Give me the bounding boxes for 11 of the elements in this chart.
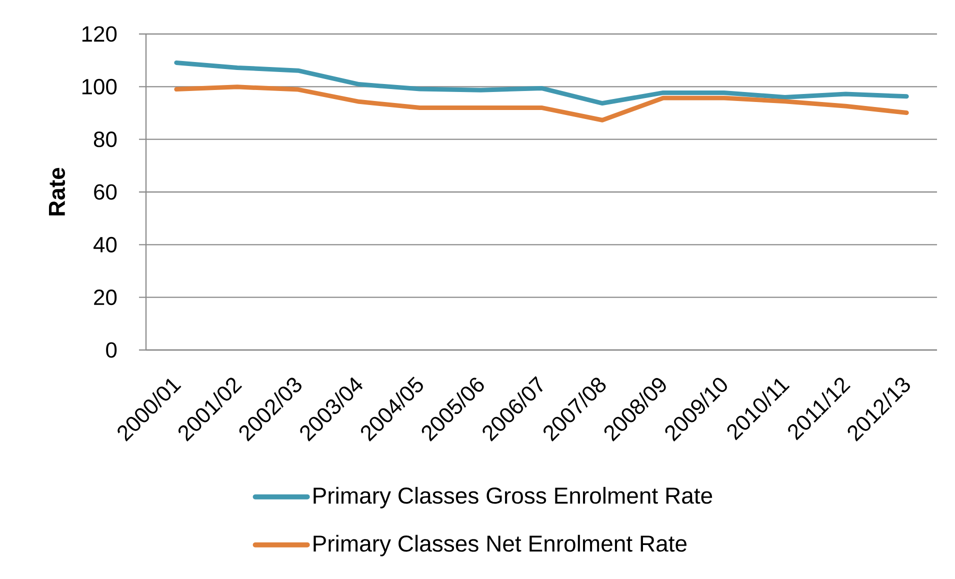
y-tick-label: 100 <box>82 78 117 94</box>
legend-label: Primary Classes Gross Enrolment Rate <box>314 486 712 508</box>
legend-label: Primary Classes Net Enrolment Rate <box>314 534 687 556</box>
y-tick-label: 40 <box>93 236 117 252</box>
y-tick-label: 0 <box>106 342 117 358</box>
y-tick-label: 80 <box>94 132 117 148</box>
y-tick-label: 120 <box>82 26 117 42</box>
line-series <box>174 60 909 106</box>
y-axis-title: Rate <box>48 168 66 216</box>
y-tick-label: 20 <box>94 290 117 306</box>
y-tick-label: 60 <box>94 184 117 200</box>
